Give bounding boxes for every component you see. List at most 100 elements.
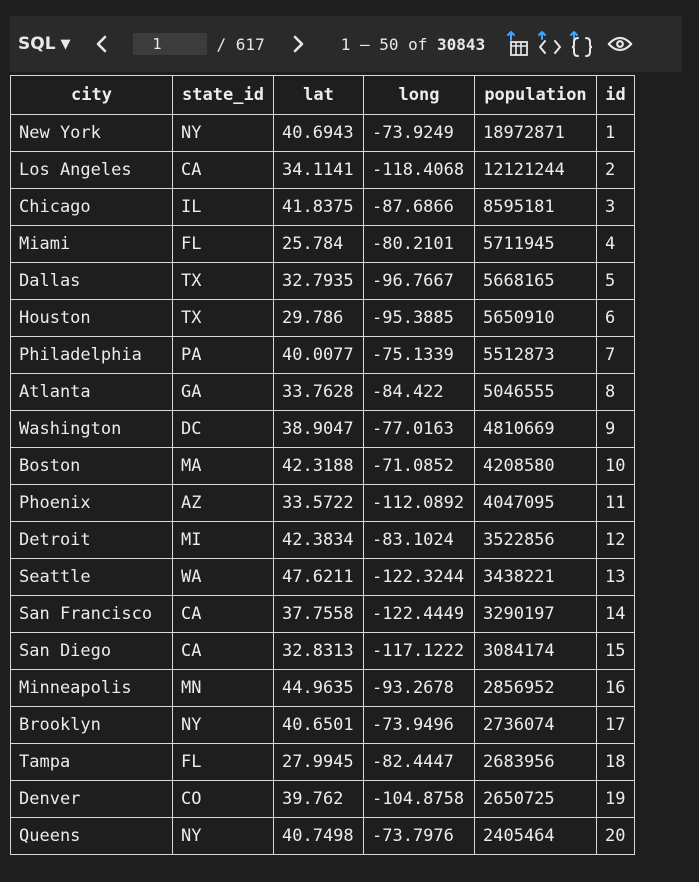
cell-lat[interactable]: 38.9047 <box>273 410 364 448</box>
cell-population[interactable]: 8595181 <box>474 188 597 226</box>
cell-id[interactable]: 7 <box>596 336 635 374</box>
column-header-id[interactable]: id <box>596 75 635 115</box>
cell-lat[interactable]: 40.0077 <box>273 336 364 374</box>
table-row[interactable]: Brooklyn NY 40.6501 -73.9496 2736074 17 <box>10 706 635 744</box>
cell-long[interactable]: -95.3885 <box>363 299 475 337</box>
cell-long[interactable]: -84.422 <box>363 373 475 411</box>
cell-long[interactable]: -96.7667 <box>363 262 475 300</box>
table-row[interactable]: Miami FL 25.784 -80.2101 5711945 4 <box>10 225 635 263</box>
cell-population[interactable]: 3522856 <box>474 521 597 559</box>
cell-long[interactable]: -118.4068 <box>363 151 475 189</box>
table-row[interactable]: San Diego CA 32.8313 -117.1222 3084174 15 <box>10 632 635 670</box>
cell-lat[interactable]: 42.3188 <box>273 447 364 485</box>
cell-long[interactable]: -71.0852 <box>363 447 475 485</box>
cell-id[interactable]: 18 <box>596 743 635 781</box>
language-select[interactable]: SQL ▼ <box>18 34 71 54</box>
cell-long[interactable]: -122.3244 <box>363 558 475 596</box>
cell-city[interactable]: Brooklyn <box>10 706 173 744</box>
table-row[interactable]: Boston MA 42.3188 -71.0852 4208580 10 <box>10 447 635 485</box>
cell-state-id[interactable]: WA <box>172 558 274 596</box>
cell-city[interactable]: San Francisco <box>10 595 173 633</box>
cell-state-id[interactable]: MN <box>172 669 274 707</box>
cell-city[interactable]: Minneapolis <box>10 669 173 707</box>
previous-page-button[interactable] <box>89 31 115 57</box>
cell-lat[interactable]: 41.8375 <box>273 188 364 226</box>
cell-id[interactable]: 2 <box>596 151 635 189</box>
cell-long[interactable]: -122.4449 <box>363 595 475 633</box>
results-table-container[interactable]: city state_id lat long population id New… <box>10 75 690 878</box>
cell-city[interactable]: Queens <box>10 817 173 855</box>
cell-population[interactable]: 2405464 <box>474 817 597 855</box>
cell-id[interactable]: 9 <box>596 410 635 448</box>
cell-population[interactable]: 2856952 <box>474 669 597 707</box>
cell-city[interactable]: Washington <box>10 410 173 448</box>
export-table-button[interactable] <box>505 29 531 59</box>
cell-id[interactable]: 20 <box>596 817 635 855</box>
cell-city[interactable]: Detroit <box>10 521 173 559</box>
cell-state-id[interactable]: CA <box>172 595 274 633</box>
table-row[interactable]: Atlanta GA 33.7628 -84.422 5046555 8 <box>10 373 635 411</box>
cell-long[interactable]: -75.1339 <box>363 336 475 374</box>
cell-id[interactable]: 12 <box>596 521 635 559</box>
cell-lat[interactable]: 33.7628 <box>273 373 364 411</box>
cell-population[interactable]: 5650910 <box>474 299 597 337</box>
cell-id[interactable]: 3 <box>596 188 635 226</box>
cell-city[interactable]: Boston <box>10 447 173 485</box>
cell-lat[interactable]: 47.6211 <box>273 558 364 596</box>
table-row[interactable]: New York NY 40.6943 -73.9249 18972871 1 <box>10 114 635 152</box>
cell-city[interactable]: Phoenix <box>10 484 173 522</box>
cell-city[interactable]: Tampa <box>10 743 173 781</box>
cell-id[interactable]: 4 <box>596 225 635 263</box>
cell-id[interactable]: 19 <box>596 780 635 818</box>
cell-state-id[interactable]: NY <box>172 114 274 152</box>
cell-long[interactable]: -117.1222 <box>363 632 475 670</box>
cell-population[interactable]: 2683956 <box>474 743 597 781</box>
next-page-button[interactable] <box>285 31 311 57</box>
cell-id[interactable]: 6 <box>596 299 635 337</box>
table-row[interactable]: Minneapolis MN 44.9635 -93.2678 2856952 16 <box>10 669 635 707</box>
cell-lat[interactable]: 37.7558 <box>273 595 364 633</box>
cell-long[interactable]: -87.6866 <box>363 188 475 226</box>
cell-lat[interactable]: 33.5722 <box>273 484 364 522</box>
cell-state-id[interactable]: CA <box>172 151 274 189</box>
cell-state-id[interactable]: TX <box>172 262 274 300</box>
cell-state-id[interactable]: FL <box>172 225 274 263</box>
json-view-button[interactable] <box>569 29 595 59</box>
cell-long[interactable]: -82.4447 <box>363 743 475 781</box>
cell-population[interactable]: 4208580 <box>474 447 597 485</box>
table-row[interactable]: Phoenix AZ 33.5722 -112.0892 4047095 11 <box>10 484 635 522</box>
column-header-state-id[interactable]: state_id <box>172 75 274 115</box>
cell-city[interactable]: Philadelphia <box>10 336 173 374</box>
table-row[interactable]: San Francisco CA 37.7558 -122.4449 3290197 14 <box>10 595 635 633</box>
table-row[interactable]: Dallas TX 32.7935 -96.7667 5668165 5 <box>10 262 635 300</box>
cell-population[interactable]: 3438221 <box>474 558 597 596</box>
cell-long[interactable]: -112.0892 <box>363 484 475 522</box>
cell-lat[interactable]: 34.1141 <box>273 151 364 189</box>
cell-state-id[interactable]: DC <box>172 410 274 448</box>
cell-state-id[interactable]: IL <box>172 188 274 226</box>
cell-city[interactable]: San Diego <box>10 632 173 670</box>
cell-lat[interactable]: 29.786 <box>273 299 364 337</box>
cell-state-id[interactable]: FL <box>172 743 274 781</box>
cell-long[interactable]: -73.9496 <box>363 706 475 744</box>
cell-population[interactable]: 2650725 <box>474 780 597 818</box>
table-row[interactable]: Houston TX 29.786 -95.3885 5650910 6 <box>10 299 635 337</box>
cell-long[interactable]: -77.0163 <box>363 410 475 448</box>
cell-state-id[interactable]: CA <box>172 632 274 670</box>
table-row[interactable]: Queens NY 40.7498 -73.7976 2405464 20 <box>10 817 635 855</box>
cell-city[interactable]: New York <box>10 114 173 152</box>
cell-state-id[interactable]: CO <box>172 780 274 818</box>
cell-state-id[interactable]: NY <box>172 706 274 744</box>
cell-population[interactable]: 2736074 <box>474 706 597 744</box>
cell-lat[interactable]: 39.762 <box>273 780 364 818</box>
cell-state-id[interactable]: TX <box>172 299 274 337</box>
cell-id[interactable]: 13 <box>596 558 635 596</box>
page-number-input[interactable] <box>132 33 207 55</box>
cell-long[interactable]: -104.8758 <box>363 780 475 818</box>
cell-id[interactable]: 16 <box>596 669 635 707</box>
cell-long[interactable]: -93.2678 <box>363 669 475 707</box>
cell-population[interactable]: 3290197 <box>474 595 597 633</box>
cell-city[interactable]: Los Angeles <box>10 151 173 189</box>
cell-city[interactable]: Dallas <box>10 262 173 300</box>
cell-id[interactable]: 17 <box>596 706 635 744</box>
